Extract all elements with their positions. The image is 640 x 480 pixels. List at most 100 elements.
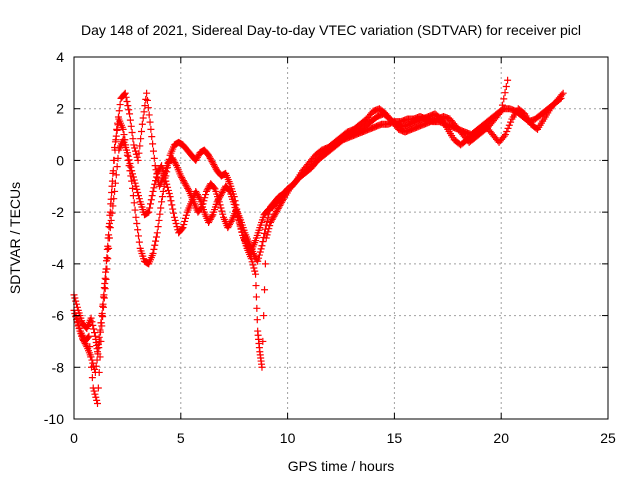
data-point-dense	[131, 206, 139, 214]
data-point-dense	[72, 297, 80, 305]
data-point-dense	[178, 173, 186, 181]
data-point-dense	[193, 191, 201, 199]
data-point	[168, 154, 176, 162]
data-point	[98, 322, 106, 330]
data-point-dense	[217, 192, 225, 200]
data-point-dense	[114, 119, 122, 127]
data-point-dense	[136, 142, 144, 150]
data-point-dense	[272, 208, 280, 216]
data-point-dense	[205, 217, 213, 225]
x-tick-label: 25	[600, 430, 616, 446]
data-point-dense	[89, 359, 97, 367]
data-point	[181, 180, 189, 188]
data-point-dense	[207, 214, 215, 222]
data-point-dense	[126, 160, 134, 168]
data-point-dense	[135, 192, 143, 200]
y-tick-label: -4	[52, 256, 65, 272]
data-point-dense	[252, 282, 260, 290]
series-track-2	[70, 89, 567, 376]
data-point-dense	[99, 313, 107, 321]
data-point-dense	[88, 374, 96, 382]
data-point-dense	[150, 184, 158, 192]
data-point-dense	[194, 152, 202, 160]
data-point-dense	[226, 221, 234, 229]
data-point-dense	[208, 212, 216, 220]
data-point-dense	[151, 241, 159, 249]
data-point-dense	[104, 255, 112, 263]
data-point-dense	[109, 167, 117, 175]
data-point-dense	[253, 256, 261, 264]
x-tick-label: 10	[280, 430, 296, 446]
series-track-3	[72, 76, 512, 407]
data-point-dense	[210, 184, 218, 192]
data-point-dense	[498, 101, 506, 109]
data-point-dense	[73, 303, 81, 311]
data-point-dense	[133, 185, 141, 193]
data-point-dense	[195, 194, 203, 202]
data-point-dense	[257, 245, 265, 253]
data-point-dense	[496, 109, 504, 117]
data-point-dense	[101, 285, 109, 293]
data-point	[252, 270, 260, 278]
data-point-dense	[152, 177, 160, 185]
data-point-dense	[152, 237, 160, 245]
data-point-dense	[91, 329, 99, 337]
data-point-dense	[135, 195, 143, 203]
data-point-dense	[109, 202, 117, 210]
data-point-dense	[135, 238, 143, 246]
data-point-dense	[216, 193, 224, 201]
data-point-dense	[114, 113, 122, 121]
data-point-dense	[182, 211, 190, 219]
data-point-dense	[152, 233, 160, 241]
data-point-dense	[183, 183, 191, 191]
data-point-dense	[123, 97, 131, 105]
data-point-dense	[92, 393, 100, 401]
data-point-dense	[114, 154, 122, 162]
data-point	[234, 216, 242, 224]
data-point	[153, 229, 161, 237]
y-tick-label: 0	[56, 152, 64, 168]
data-point-dense	[225, 222, 233, 230]
data-point-dense	[500, 95, 508, 103]
data-point-dense	[147, 196, 155, 204]
data-point-dense	[86, 343, 94, 351]
data-point-dense	[170, 209, 178, 217]
data-point	[121, 89, 129, 97]
data-point-dense	[90, 325, 98, 333]
data-point	[501, 131, 509, 139]
data-point-dense	[210, 161, 218, 169]
data-point-dense	[116, 101, 124, 109]
data-point	[85, 332, 93, 340]
data-point-dense	[105, 234, 113, 242]
data-point-dense	[171, 158, 179, 166]
data-point-dense	[88, 363, 96, 371]
data-point-dense	[105, 223, 113, 231]
data-point-dense	[127, 163, 135, 171]
data-point	[217, 190, 225, 198]
data-point-dense	[137, 135, 145, 143]
data-point-dense	[269, 214, 277, 222]
y-tick-label: 2	[56, 101, 64, 117]
data-point	[258, 242, 266, 250]
data-point-dense	[124, 152, 132, 160]
data-point	[275, 203, 283, 211]
data-point	[132, 213, 140, 221]
data-point-dense	[215, 195, 223, 203]
data-point-dense	[232, 207, 240, 215]
data-point	[177, 172, 185, 180]
data-point-dense	[193, 153, 201, 161]
data-point	[170, 213, 178, 221]
data-point	[209, 159, 217, 167]
data-point-dense	[133, 153, 141, 161]
data-point-dense	[99, 303, 107, 311]
data-point-dense	[135, 149, 143, 157]
data-point	[126, 110, 134, 118]
data-point-dense	[96, 353, 104, 361]
data-point-dense	[273, 206, 281, 214]
data-point	[247, 255, 255, 263]
data-point-dense	[193, 155, 201, 163]
data-point-dense	[266, 222, 274, 230]
data-point-dense	[233, 210, 241, 218]
data-point-dense	[169, 205, 177, 213]
